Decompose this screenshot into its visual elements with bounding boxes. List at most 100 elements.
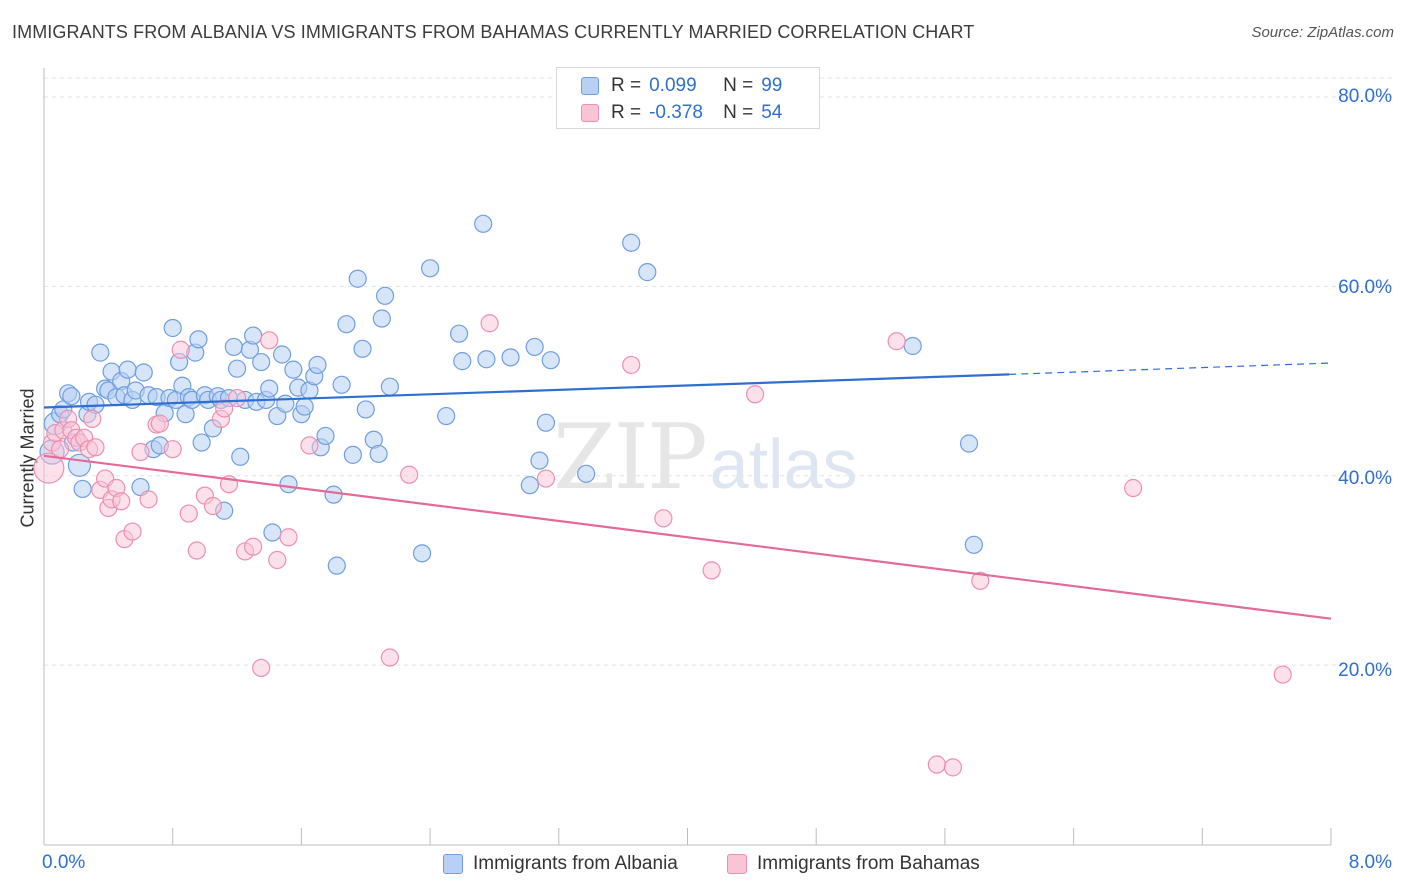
- bahamas-point: [244, 537, 263, 556]
- bahamas-point: [622, 355, 641, 375]
- bahamas-point: [702, 561, 721, 580]
- bahamas-point: [33, 452, 65, 484]
- albania-point: [577, 464, 596, 483]
- albania-point: [284, 360, 303, 379]
- albania-point: [260, 379, 279, 398]
- bahamas-point: [131, 442, 150, 462]
- bahamas-point: [139, 490, 158, 509]
- legend-row-albania: R = 0.099 N = 99: [581, 74, 782, 98]
- r-label: R =: [611, 102, 642, 123]
- source-label: Source: ZipAtlas.com: [1251, 24, 1394, 41]
- albania-point: [372, 309, 391, 328]
- albania-point: [332, 375, 351, 394]
- albania-r-value: 0.099: [649, 75, 697, 96]
- watermark-zip: ZIP: [553, 405, 708, 510]
- albania-point: [272, 345, 292, 364]
- albania-point: [244, 326, 263, 345]
- r-label: R =: [611, 75, 642, 96]
- albania-point: [276, 394, 295, 413]
- y-tick-label-40: 40.0%: [1338, 468, 1392, 489]
- bahamas-point: [1273, 665, 1292, 684]
- x-tick-label-min: 0.0%: [42, 852, 86, 873]
- albania-point: [903, 336, 922, 356]
- trend-lines: [43, 362, 1332, 620]
- bahamas-trend-line: [43, 454, 1332, 620]
- albania-point: [437, 406, 456, 426]
- albania-point: [474, 214, 493, 233]
- y-tick-label-80: 80.0%: [1338, 86, 1392, 107]
- stats-legend: R = 0.099 N = 99 R = -0.378 N = 54: [556, 67, 820, 129]
- bahamas-point: [300, 436, 319, 455]
- albania-point: [224, 337, 243, 357]
- watermark-atlas: atlas: [709, 425, 858, 503]
- legend-row-bahamas: R = -0.378 N = 54: [581, 101, 782, 125]
- albania-point: [449, 324, 469, 343]
- albania-point: [252, 352, 271, 372]
- albania-trend-line: [43, 373, 1010, 409]
- grid-lines: [44, 77, 1393, 666]
- albania-points: [39, 214, 983, 575]
- albania-point: [375, 286, 395, 305]
- bahamas-point: [179, 504, 198, 523]
- chart-title: IMMIGRANTS FROM ALBANIA VS IMMIGRANTS FR…: [12, 22, 975, 42]
- bahamas-point: [943, 758, 963, 777]
- bahamas-point: [50, 440, 70, 459]
- albania-legend-swatch: [443, 854, 463, 874]
- legend-item-albania: Immigrants from Albania: [443, 851, 678, 877]
- albania-point: [227, 359, 247, 378]
- albania-point: [263, 523, 282, 542]
- bahamas-point: [150, 414, 169, 433]
- albania-point: [316, 426, 335, 446]
- bahamas-legend-swatch: [727, 854, 747, 874]
- bahamas-r-value: -0.378: [649, 102, 703, 123]
- albania-point: [73, 479, 92, 499]
- legend-item-bahamas: Immigrants from Bahamas: [727, 851, 980, 877]
- albania-point: [638, 263, 657, 282]
- bahamas-point: [971, 571, 990, 590]
- n-label: N =: [723, 75, 754, 96]
- albania-point: [622, 233, 641, 252]
- albania-point: [520, 476, 539, 495]
- bahamas-point: [187, 541, 206, 560]
- albania-point: [380, 377, 399, 396]
- bahamas-point: [654, 509, 673, 528]
- y-tick-label-60: 60.0%: [1338, 277, 1392, 298]
- bahamas-point: [400, 465, 419, 484]
- albania-point: [412, 544, 432, 563]
- bahamas-point: [536, 469, 556, 488]
- albania-trend-extension: [1009, 362, 1332, 375]
- bahamas-point: [927, 755, 946, 774]
- albania-point: [959, 434, 979, 453]
- albania-point: [477, 350, 496, 369]
- bahamas-legend-label: Immigrants from Bahamas: [757, 853, 980, 874]
- albania-point: [530, 451, 549, 470]
- albania-point: [343, 445, 362, 464]
- bahamas-point: [279, 528, 298, 547]
- albania-point: [231, 447, 250, 466]
- bahamas-point: [480, 314, 499, 333]
- bahamas-swatch: [581, 104, 599, 122]
- bahamas-points: [33, 314, 1292, 777]
- albania-point: [189, 330, 208, 349]
- albania-point: [501, 348, 520, 367]
- albania-point: [964, 535, 983, 554]
- bahamas-point: [203, 496, 223, 516]
- albania-point: [324, 485, 343, 504]
- albania-point: [453, 352, 472, 371]
- albania-point: [327, 556, 346, 575]
- albania-legend-label: Immigrants from Albania: [473, 853, 678, 874]
- albania-point: [163, 318, 182, 338]
- bahamas-point: [745, 385, 765, 404]
- albania-point: [192, 433, 211, 452]
- albania-point: [62, 387, 81, 406]
- bahamas-point: [260, 331, 279, 350]
- albania-swatch: [581, 77, 599, 95]
- albania-point: [295, 397, 314, 416]
- bahamas-point: [227, 388, 247, 408]
- bahamas-point: [252, 658, 271, 678]
- bahamas-point: [123, 522, 142, 541]
- bahamas-point: [83, 409, 102, 428]
- albania-point: [541, 351, 560, 370]
- bahamas-point: [112, 492, 131, 511]
